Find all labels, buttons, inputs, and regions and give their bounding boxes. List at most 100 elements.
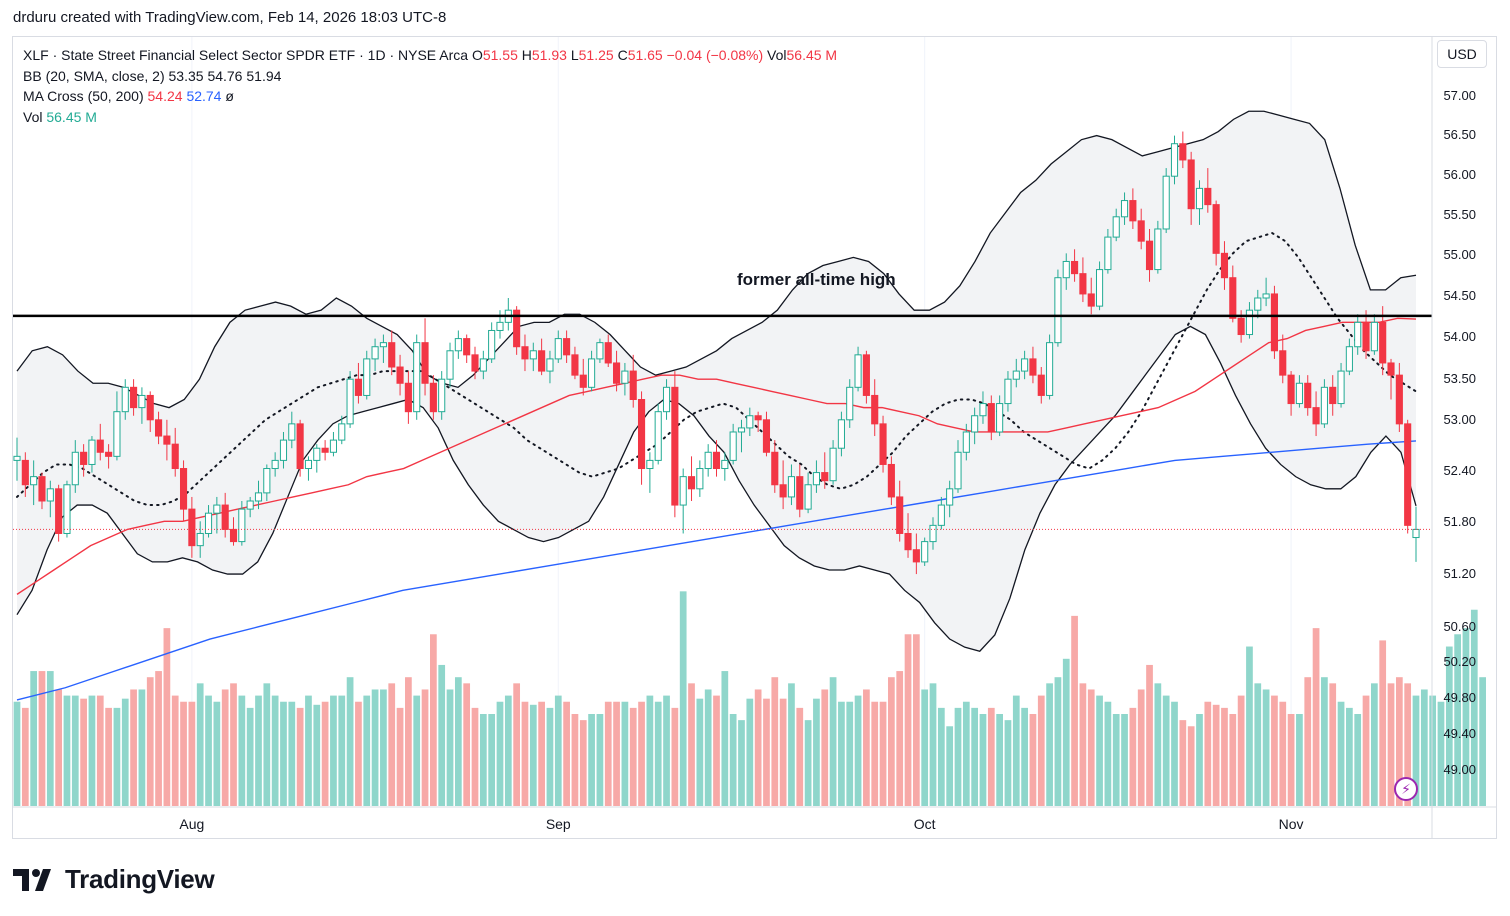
chart-caption: drduru created with TradingView.com, Feb…: [13, 9, 447, 26]
volume-bar: [479, 714, 487, 806]
candle-body: [471, 354, 479, 372]
volume-bar: [804, 720, 812, 806]
vol-value: 56.45 M: [46, 108, 97, 125]
volume-bar: [596, 714, 604, 806]
candle-body: [1037, 374, 1045, 396]
price-tick-label: 56.00: [1443, 167, 1476, 182]
candle-body: [80, 451, 88, 465]
symbol-line[interactable]: XLF · State Street Financial Select Sect…: [23, 47, 469, 63]
candle-body: [854, 354, 862, 388]
candle-body: [954, 451, 962, 490]
vol-row[interactable]: Vol 56.45 M: [23, 107, 837, 128]
candle-body: [329, 439, 338, 453]
candle-body: [221, 504, 229, 530]
bb-label: BB (20, SMA, close, 2): [23, 67, 165, 84]
candle-body: [646, 459, 654, 470]
price-tick-label: 56.50: [1443, 127, 1476, 142]
price-tick-label: 49.40: [1443, 726, 1476, 741]
volume-bar: [454, 677, 462, 806]
bb-row[interactable]: BB (20, SMA, close, 2) 53.35 54.76 51.94: [23, 66, 837, 87]
candle-body: [1287, 374, 1295, 405]
volume-bar: [363, 695, 371, 806]
volume-bar: [1387, 683, 1395, 806]
volume-bar: [1229, 714, 1237, 806]
candle-body: [962, 431, 970, 453]
volume-bar: [896, 671, 904, 806]
volume-bar: [1429, 695, 1437, 806]
candle-body: [304, 459, 313, 470]
price-tick-label: 49.80: [1443, 690, 1476, 705]
candle-body: [671, 386, 679, 506]
candle-body: [588, 358, 596, 388]
volume-bar: [621, 701, 629, 806]
lightning-icon[interactable]: ⚡: [1394, 777, 1418, 801]
candle-body: [113, 411, 121, 457]
volume-bar: [1454, 634, 1462, 806]
volume-bar: [1062, 658, 1070, 806]
volume-bar: [529, 704, 537, 806]
candle-body: [579, 374, 587, 388]
candle-body: [121, 386, 129, 413]
volume-bar: [371, 689, 379, 806]
volume-bar: [829, 677, 837, 806]
volume-bar: [321, 701, 329, 806]
candle-body: [1137, 220, 1145, 242]
volume-bar: [1420, 689, 1428, 806]
currency-button[interactable]: USD: [1437, 40, 1487, 68]
price-tick-label: 54.00: [1443, 329, 1476, 344]
bb-basis-value: 53.35: [168, 67, 204, 84]
volume-bar: [879, 701, 887, 806]
candle-body: [812, 472, 820, 486]
volume-bar: [1196, 714, 1203, 806]
volume-bar: [1462, 628, 1470, 806]
candle-body: [446, 350, 454, 380]
volume-bar: [1412, 695, 1420, 806]
volume-bar: [46, 671, 54, 806]
volume-bar: [1154, 683, 1162, 806]
candle-body: [1079, 273, 1087, 295]
price-tick-label: 51.20: [1443, 566, 1476, 581]
candle-body: [1054, 277, 1062, 344]
volume-bar: [221, 689, 229, 806]
volume-bar: [96, 695, 104, 806]
volume-bar: [921, 689, 929, 806]
price-tick-label: 55.00: [1443, 247, 1476, 262]
volume-bar: [238, 695, 246, 806]
ma-row[interactable]: MA Cross (50, 200) 54.24 52.74 ø: [23, 86, 837, 107]
volume-bar: [246, 707, 254, 806]
candle-body: [146, 394, 154, 421]
candle-body: [1029, 358, 1037, 376]
candle-body: [971, 415, 979, 433]
candle-body: [496, 321, 504, 331]
candle-body: [687, 476, 696, 490]
volume-bar: [1445, 646, 1453, 806]
candle-body: [363, 358, 371, 396]
volume-bar: [1096, 695, 1103, 806]
volume-bar: [954, 707, 962, 806]
volume-bar: [763, 698, 770, 806]
candle-body: [1104, 236, 1112, 271]
candle-body: [388, 342, 396, 368]
volume-bar: [646, 695, 654, 806]
candle-body: [1262, 293, 1270, 299]
candle-body: [654, 411, 662, 461]
candle-body: [438, 378, 446, 413]
volume-bar: [588, 714, 595, 806]
candle-body: [288, 423, 296, 441]
volume-bar: [88, 695, 96, 806]
candle-body: [1229, 277, 1237, 319]
volume-bar: [1046, 683, 1053, 806]
volume-bar: [1271, 695, 1278, 806]
candle-body: [1162, 175, 1170, 230]
time-tick-label: Aug: [179, 816, 204, 832]
volume-bar: [846, 701, 854, 806]
candle-body: [279, 439, 288, 461]
candle-body: [404, 382, 412, 413]
volume-bar: [280, 701, 287, 806]
candle-body: [1329, 386, 1337, 405]
price-tick-label: 49.00: [1443, 762, 1476, 777]
candle-body: [371, 346, 379, 360]
price-tick-label: 51.80: [1443, 514, 1476, 529]
volume-bar: [504, 695, 512, 806]
